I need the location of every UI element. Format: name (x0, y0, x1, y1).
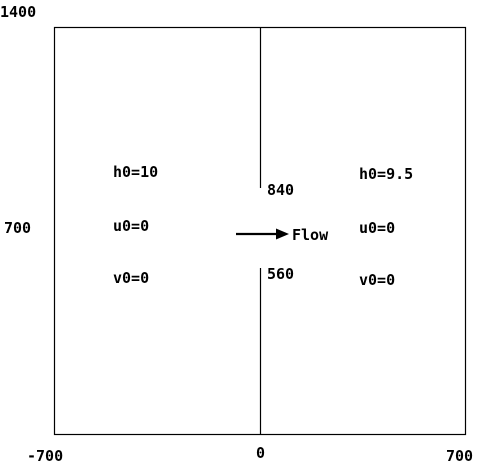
x-axis-right-label: 700 (446, 447, 474, 465)
left-v0-label: v0=0 (113, 269, 150, 287)
left-h0-label: h0=10 (113, 163, 159, 181)
right-h0-label: h0=9.5 (359, 165, 414, 183)
flow-label: Flow (292, 226, 329, 244)
flow-arrow-head (276, 228, 289, 240)
breach-lower-label: 560 (267, 265, 295, 283)
y-axis-mid-label: 700 (4, 219, 32, 237)
x-axis-mid-label: 0 (256, 444, 266, 462)
left-u0-label: u0=0 (113, 217, 150, 235)
x-axis-left-label: -700 (27, 447, 64, 465)
right-u0-label: u0=0 (359, 219, 396, 237)
y-axis-top-label: 1400 (0, 3, 37, 21)
breach-upper-label: 840 (267, 181, 295, 199)
right-v0-label: v0=0 (359, 271, 396, 289)
